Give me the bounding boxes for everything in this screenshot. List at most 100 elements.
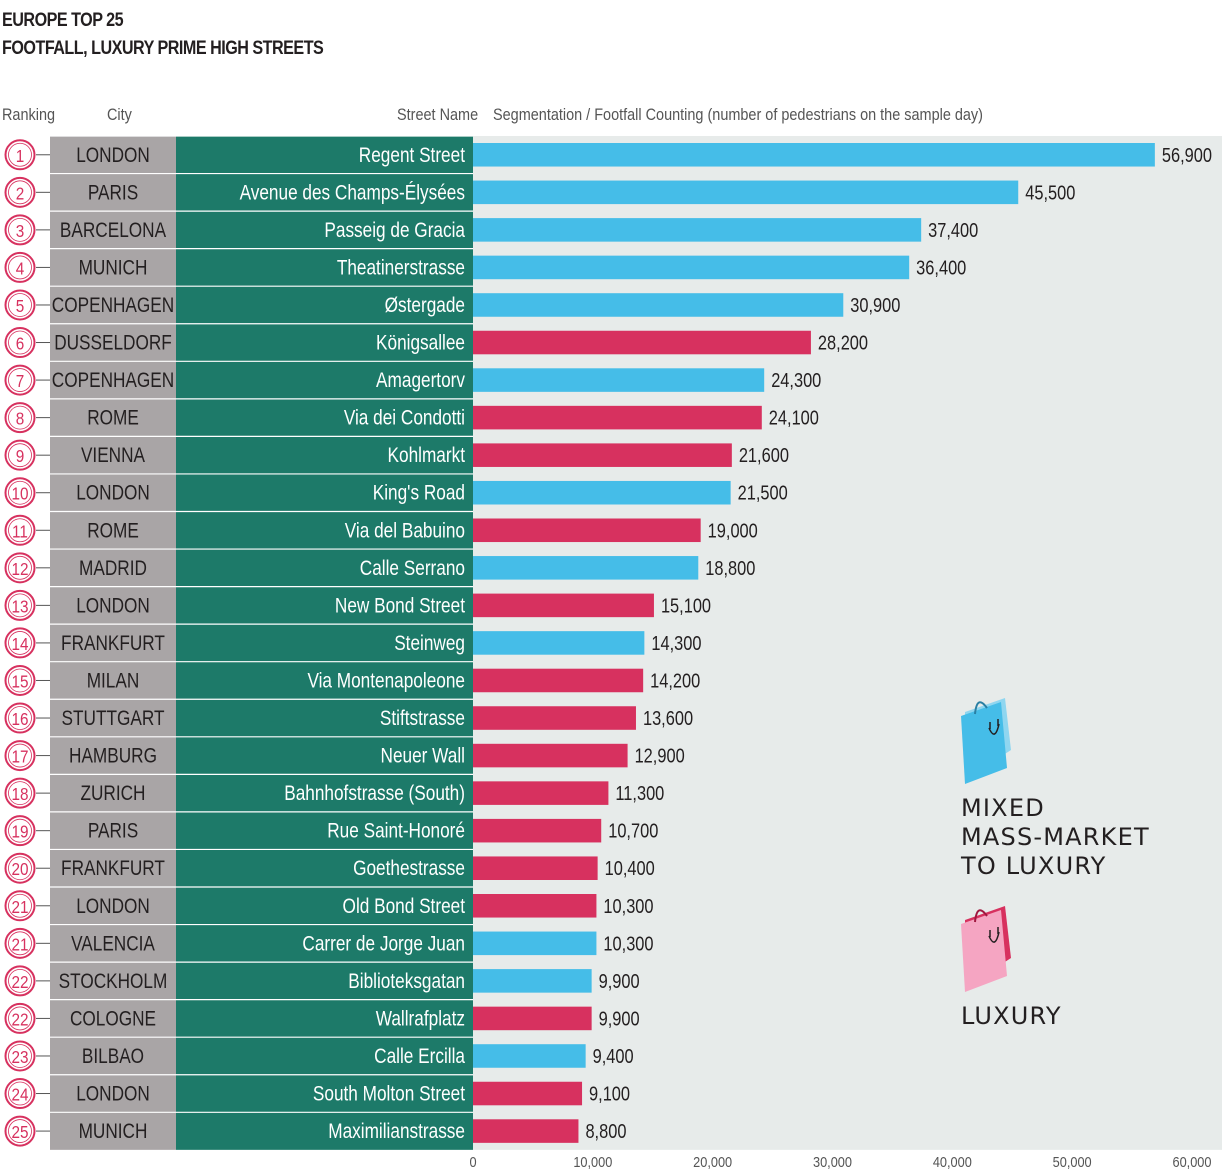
street-cell <box>176 1112 473 1150</box>
rank-circle-inner <box>8 180 32 205</box>
bar-mixed <box>473 180 1019 205</box>
city-cell <box>50 286 176 324</box>
street-cell <box>176 661 473 700</box>
rank-number: 23 <box>11 1047 28 1067</box>
city-cell <box>50 849 176 887</box>
rank-number: 24 <box>11 1084 28 1104</box>
header-ranking: Ranking <box>2 105 56 124</box>
street-cell <box>176 286 473 324</box>
rank-number: 13 <box>11 596 28 616</box>
rank-circle <box>4 289 36 321</box>
city-label: PARIS <box>88 820 138 843</box>
bar-luxury <box>473 706 636 730</box>
city-label: LONDON <box>76 482 150 505</box>
city-cell <box>50 999 176 1038</box>
legend-luxury-label: LUXURY <box>961 1002 1062 1030</box>
rank-circle <box>4 439 36 471</box>
rank-circle-inner <box>8 781 32 806</box>
street-label: Via dei Condotti <box>344 407 465 430</box>
city-cell <box>50 398 176 437</box>
bar-mixed <box>473 931 597 956</box>
rank-circle <box>4 1078 36 1110</box>
city-cell <box>50 173 176 212</box>
street-label: Wallrafplatz <box>376 1008 465 1031</box>
x-tick-label: 50,000 <box>1053 1153 1092 1170</box>
rank-circle <box>4 702 36 734</box>
street-cell <box>176 774 473 812</box>
city-label: ROME <box>87 520 139 543</box>
bar-luxury <box>473 330 811 355</box>
value-label: 9,900 <box>599 969 640 992</box>
rank-circle <box>4 251 36 283</box>
street-cell <box>176 811 473 850</box>
street-cell <box>176 248 473 287</box>
city-cell <box>50 361 176 399</box>
legend-mixed-line1: MIXED <box>961 794 1045 822</box>
rank-number: 10 <box>11 484 28 504</box>
rank-circle-inner <box>8 743 32 768</box>
city-label: VIENNA <box>81 445 145 468</box>
value-label: 30,900 <box>850 293 900 316</box>
city-label: BARCELONA <box>60 219 166 242</box>
legend-mixed-label: MIXED MASS-MARKET TO LUXURY <box>961 794 1150 881</box>
rank-circle-inner <box>8 1044 32 1068</box>
bar-luxury <box>473 1081 583 1106</box>
city-label: MILAN <box>87 670 140 693</box>
city-cell <box>50 436 176 474</box>
city-cell <box>50 699 176 737</box>
city-cell <box>50 736 176 775</box>
rank-circle-inner <box>8 893 32 918</box>
bar-mixed <box>473 293 844 317</box>
city-cell <box>50 248 176 287</box>
city-cell <box>50 962 176 1000</box>
city-cell <box>50 1074 176 1113</box>
value-label: 11,300 <box>615 782 664 805</box>
city-label: LONDON <box>76 144 150 167</box>
city-label: LONDON <box>76 595 150 618</box>
city-cell <box>50 1112 176 1150</box>
value-label: 10,400 <box>605 857 655 880</box>
value-label: 56,900 <box>1162 143 1212 166</box>
street-label: Theatinerstrasse <box>337 257 465 280</box>
rank-number: 8 <box>16 408 25 428</box>
bar-luxury <box>473 1119 579 1143</box>
bar-mixed <box>473 255 910 280</box>
rank-circle <box>4 327 36 359</box>
rank-circle-inner <box>8 856 32 881</box>
city-cell <box>50 586 176 625</box>
street-label: South Molton Street <box>313 1083 466 1106</box>
street-label: Calle Serrano <box>360 557 465 580</box>
city-label: COPENHAGEN <box>52 370 174 393</box>
mixed-bag-icon <box>961 698 1011 784</box>
bar-mixed <box>473 368 765 392</box>
street-label: Calle Ercilla <box>374 1045 465 1068</box>
rank-circle <box>4 927 36 959</box>
street-cell <box>176 173 473 212</box>
rank-circle <box>4 965 36 997</box>
rank-circle <box>4 477 36 509</box>
bar-mixed <box>473 143 1155 167</box>
street-label: New Bond Street <box>335 595 466 618</box>
city-label: COLOGNE <box>70 1008 156 1031</box>
street-label: Bahnhofstrasse (South) <box>284 783 465 806</box>
street-label: Goethestrasse <box>353 858 465 881</box>
rank-circle <box>4 552 36 584</box>
street-label: Stiftstrasse <box>380 708 465 731</box>
rank-circle-inner <box>8 480 32 505</box>
bar-luxury <box>473 781 609 805</box>
city-cell <box>50 549 176 587</box>
street-cell <box>176 699 473 737</box>
street-label: King's Road <box>373 482 465 505</box>
street-label: Rue Saint-Honoré <box>327 820 465 843</box>
street-label: Kohlmarkt <box>388 445 466 468</box>
street-cell <box>176 1037 473 1075</box>
city-cell <box>50 624 176 662</box>
city-label: ZURICH <box>81 783 146 806</box>
city-label: MADRID <box>79 557 147 580</box>
rank-circle-inner <box>8 142 32 167</box>
city-label: HAMBURG <box>69 745 157 768</box>
bar-mixed <box>473 480 731 505</box>
street-label: Regent Street <box>359 144 466 167</box>
rank-circle <box>4 1115 36 1147</box>
bar-luxury <box>473 593 654 618</box>
